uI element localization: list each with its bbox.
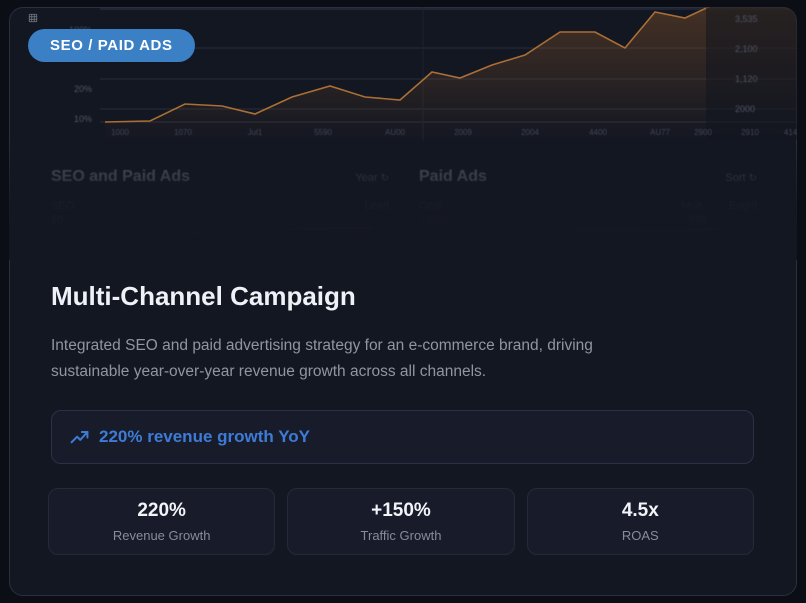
svg-text:2004: 2004 <box>521 128 539 137</box>
svg-text:2910: 2910 <box>741 128 759 137</box>
svg-text:1070: 1070 <box>174 128 192 137</box>
svg-text:2000: 2000 <box>735 104 755 114</box>
svg-text:2,100: 2,100 <box>735 44 758 54</box>
svg-text:4400: 4400 <box>589 128 607 137</box>
svg-text:10%: 10% <box>74 114 92 124</box>
svg-text:41430: 41430 <box>784 128 797 137</box>
svg-text:5590: 5590 <box>314 128 332 137</box>
svg-text:1,120: 1,120 <box>735 74 758 84</box>
svg-text:20%: 20% <box>74 84 92 94</box>
svg-text:2009: 2009 <box>454 128 472 137</box>
svg-text:AU00: AU00 <box>385 128 406 137</box>
svg-text:Jul1: Jul1 <box>248 128 263 137</box>
svg-text:2900: 2900 <box>694 128 712 137</box>
svg-text:AU77: AU77 <box>650 128 671 137</box>
svg-text:3,535: 3,535 <box>735 14 758 24</box>
svg-text:1000: 1000 <box>111 128 129 137</box>
